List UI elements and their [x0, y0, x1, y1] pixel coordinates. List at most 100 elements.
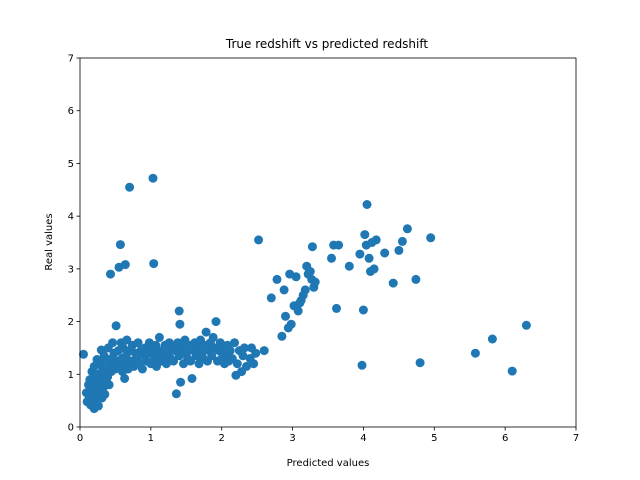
data-point	[238, 351, 248, 361]
data-point	[332, 303, 341, 313]
data-point	[175, 319, 185, 329]
data-point	[225, 346, 235, 356]
data-point	[171, 389, 181, 399]
data-point	[154, 332, 164, 342]
data-point	[277, 331, 287, 341]
y-axis-label: Real values	[44, 213, 55, 270]
data-point	[148, 173, 158, 183]
y-tick-label: 4	[68, 212, 74, 223]
data-point	[149, 259, 159, 269]
data-point	[364, 253, 374, 263]
data-point	[232, 359, 242, 369]
data-point	[125, 182, 135, 192]
x-tick-label: 2	[219, 433, 225, 444]
data-point	[122, 335, 132, 345]
data-point	[176, 377, 186, 387]
y-tick-label: 7	[68, 54, 74, 65]
data-point	[487, 334, 497, 344]
data-point	[111, 321, 121, 331]
data-point	[300, 285, 310, 295]
data-point	[291, 272, 301, 282]
x-tick-label: 4	[360, 433, 366, 444]
data-point	[201, 327, 211, 337]
x-axis-ticks: 0 1 2 3 4 5 6 7	[77, 427, 579, 444]
x-tick-label: 6	[502, 433, 508, 444]
data-point	[360, 230, 370, 240]
data-point	[357, 360, 367, 370]
y-tick-label: 0	[68, 423, 74, 434]
data-point	[186, 356, 195, 366]
data-points	[79, 173, 531, 414]
data-point	[426, 233, 436, 243]
data-point	[106, 269, 115, 279]
data-point	[293, 306, 303, 316]
data-point	[279, 285, 289, 295]
data-point	[402, 224, 412, 234]
data-point	[521, 320, 531, 330]
data-point	[411, 274, 421, 284]
data-point	[369, 264, 379, 274]
data-point	[286, 319, 296, 329]
data-point	[79, 349, 88, 359]
x-tick-label: 7	[573, 433, 579, 444]
x-tick-label: 0	[77, 433, 83, 444]
data-point	[208, 332, 218, 342]
data-point	[266, 293, 276, 303]
data-point	[137, 364, 147, 374]
data-point	[174, 351, 184, 361]
data-point	[251, 348, 261, 358]
data-point	[305, 267, 315, 276]
data-point	[281, 311, 290, 321]
data-point	[169, 356, 178, 366]
data-point	[259, 346, 269, 356]
y-tick-label: 5	[68, 159, 74, 170]
data-point	[239, 343, 249, 353]
data-point	[108, 338, 118, 348]
data-point	[120, 374, 130, 383]
data-point	[254, 235, 264, 245]
data-point	[115, 240, 125, 250]
data-point	[211, 317, 221, 327]
y-tick-label: 3	[68, 264, 74, 275]
data-point	[207, 351, 217, 361]
y-axis-ticks: 0 1 2 3 4 5 6 7	[68, 54, 80, 434]
data-point	[380, 248, 390, 258]
data-point	[133, 338, 143, 348]
data-point	[310, 277, 320, 287]
x-tick-label: 1	[148, 433, 154, 444]
data-point	[362, 200, 372, 209]
x-tick-label: 3	[289, 433, 295, 444]
data-point	[230, 338, 239, 348]
data-point	[507, 366, 517, 376]
y-tick-label: 1	[68, 370, 74, 381]
data-point	[327, 253, 336, 263]
y-tick-label: 6	[68, 106, 74, 117]
data-point	[388, 278, 398, 288]
data-point	[272, 274, 282, 284]
data-point	[187, 374, 197, 383]
data-point	[151, 340, 161, 350]
x-axis-label: Predicted values	[287, 458, 370, 469]
data-point	[397, 236, 407, 246]
data-point	[120, 260, 130, 270]
data-point	[104, 380, 114, 390]
x-tick-label: 5	[431, 433, 437, 444]
data-point	[93, 401, 103, 411]
data-point	[344, 261, 354, 271]
data-point	[470, 348, 480, 358]
data-point	[415, 358, 425, 368]
data-point	[174, 306, 184, 316]
data-point	[307, 242, 317, 252]
y-tick-label: 2	[68, 317, 74, 328]
data-point	[394, 245, 404, 255]
data-point	[371, 235, 381, 245]
data-point	[100, 389, 110, 399]
data-point	[249, 359, 259, 369]
data-point	[242, 361, 251, 371]
chart-title: True redshift vs predicted redshift	[225, 37, 428, 51]
data-point	[358, 305, 368, 315]
plot-frame	[79, 57, 577, 428]
data-point	[355, 249, 365, 259]
data-point	[334, 240, 344, 250]
